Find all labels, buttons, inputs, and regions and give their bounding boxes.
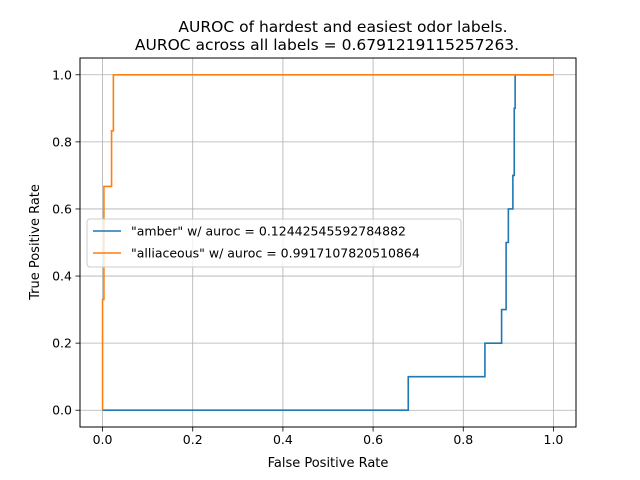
chart-title: AUROC of hardest and easiest odor labels…	[178, 18, 507, 36]
y-tick-label-3: 0.6	[52, 201, 72, 216]
x-tick-label-1: 0.2	[183, 432, 203, 447]
series-line-0	[102, 73, 554, 412]
legend-label-0: "amber" w/ auroc = 0.12442545592784882	[131, 224, 406, 239]
y-tick-label-5: 1.0	[52, 67, 72, 82]
x-tick-label-3: 0.6	[363, 432, 383, 447]
series-line-1	[101, 73, 554, 411]
y-axis-ticks: 0.0 0.2 0.4 0.6 0.8 1.0	[52, 67, 80, 418]
y-axis-label: True Positive Rate	[28, 184, 43, 301]
plot-frame	[79, 57, 577, 428]
x-axis-ticks: 0.0 0.2 0.4 0.6 0.8 1.0	[93, 427, 564, 447]
x-axis-label: False Positive Rate	[268, 456, 389, 471]
y-tick-label-4: 0.8	[52, 134, 72, 149]
y-tick-label-1: 0.2	[52, 336, 72, 351]
y-tick-label-0: 0.0	[52, 403, 72, 418]
y-tick-label-2: 0.4	[52, 269, 72, 284]
x-tick-label-0: 0.0	[93, 432, 113, 447]
x-tick-label-5: 1.0	[544, 432, 564, 447]
x-tick-label-2: 0.4	[273, 432, 293, 447]
series-layer	[101, 73, 554, 412]
chart-subtitle: AUROC across all labels = 0.679121911525…	[135, 36, 519, 54]
legend-label-1: "alliaceous" w/ auroc = 0.99171078205108…	[131, 246, 420, 261]
legend-box	[86, 218, 462, 268]
x-tick-label-4: 0.8	[453, 432, 473, 447]
legend: "amber" w/ auroc = 0.12442545592784882 "a…	[86, 218, 462, 268]
